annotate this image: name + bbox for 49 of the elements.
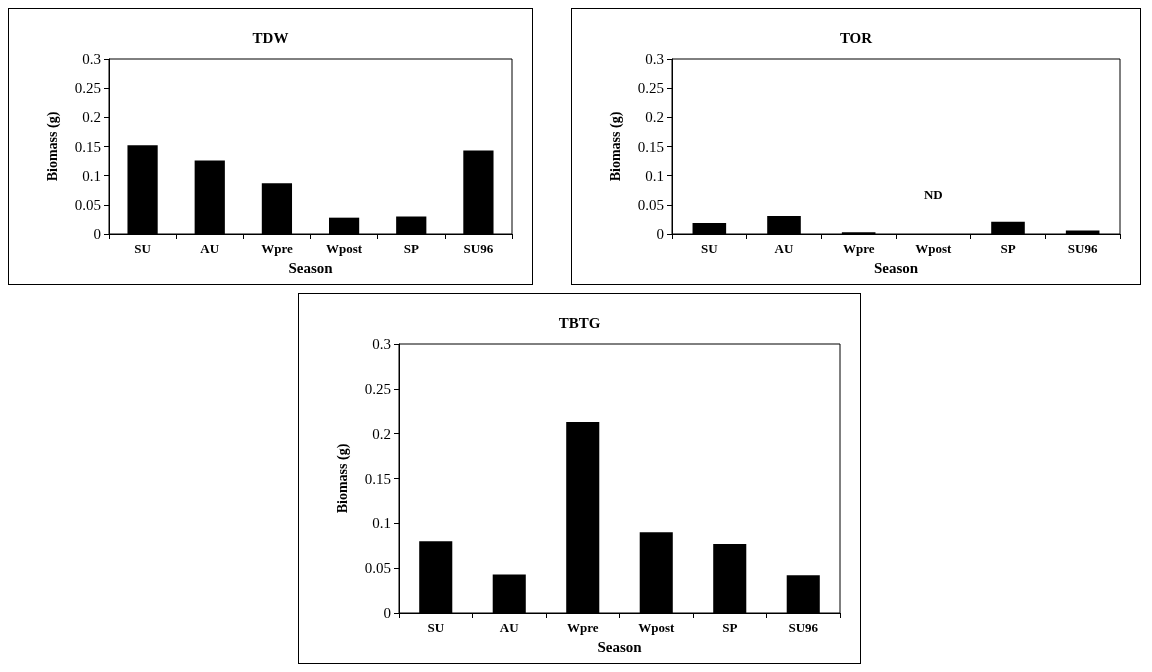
- y-tick-label: 0.25: [637, 80, 664, 97]
- x-tick-label: SU: [427, 620, 445, 635]
- x-tick-label: Wpre: [842, 241, 875, 256]
- chart-title: TBTG: [558, 314, 601, 331]
- y-tick-label: 0.2: [82, 109, 101, 126]
- x-tick-label: SU96: [463, 241, 494, 256]
- chart-title: TOR: [839, 29, 873, 46]
- y-tick-label: 0.1: [82, 167, 101, 184]
- x-tick-label: SP: [1000, 241, 1016, 256]
- y-tick-label: 0.25: [364, 380, 391, 397]
- x-tick-label: SP: [403, 241, 419, 256]
- x-tick-label: AU: [499, 620, 520, 635]
- y-tick-label: 0.05: [637, 196, 664, 213]
- x-tick-label: Wpost: [915, 241, 953, 256]
- x-tick-label: SU: [134, 241, 152, 256]
- y-tick-label: 0: [383, 605, 391, 621]
- y-tick-label: 0.15: [637, 138, 664, 155]
- y-tick-label: 0.1: [372, 515, 391, 532]
- x-axis-title: Season: [597, 638, 643, 655]
- y-tick-label: 0.2: [645, 109, 664, 126]
- x-tick-label: SU96: [788, 620, 819, 635]
- x-tick-label: Wpost: [326, 241, 363, 256]
- x-tick-label: SP: [722, 620, 738, 635]
- y-tick-label: 0.1: [645, 167, 664, 184]
- y-tick-label: 0.2: [372, 425, 391, 442]
- y-tick-label: 0.15: [74, 138, 101, 155]
- x-tick-label: Wpre: [261, 241, 293, 256]
- x-tick-label: SU96: [1067, 241, 1098, 256]
- y-tick-label: 0.15: [364, 470, 391, 487]
- chart-title: TDW: [252, 29, 289, 46]
- y-tick-label: 0.05: [364, 560, 391, 577]
- x-tick-label: AU: [774, 241, 794, 256]
- y-tick-label: 0: [93, 226, 101, 242]
- x-tick-label: SU: [701, 241, 719, 256]
- y-axis-title: Biomass (g): [334, 443, 351, 514]
- x-tick-label: Wpost: [638, 620, 675, 635]
- y-tick-label: 0.3: [372, 336, 391, 352]
- x-tick-label: Wpre: [566, 620, 599, 635]
- x-axis-title: Season: [873, 259, 919, 276]
- y-tick-label: 0: [656, 226, 664, 242]
- y-tick-label: 0.05: [74, 196, 101, 213]
- y-axis-title: Biomass (g): [44, 111, 61, 182]
- y-tick-label: 0.3: [82, 51, 101, 67]
- y-tick-label: 0.3: [645, 51, 664, 67]
- y-tick-label: 0.25: [74, 80, 101, 97]
- x-axis-title: Season: [288, 259, 334, 276]
- x-tick-label: AU: [200, 241, 220, 256]
- y-axis-title: Biomass (g): [607, 111, 624, 182]
- annotation: ND: [923, 186, 943, 202]
